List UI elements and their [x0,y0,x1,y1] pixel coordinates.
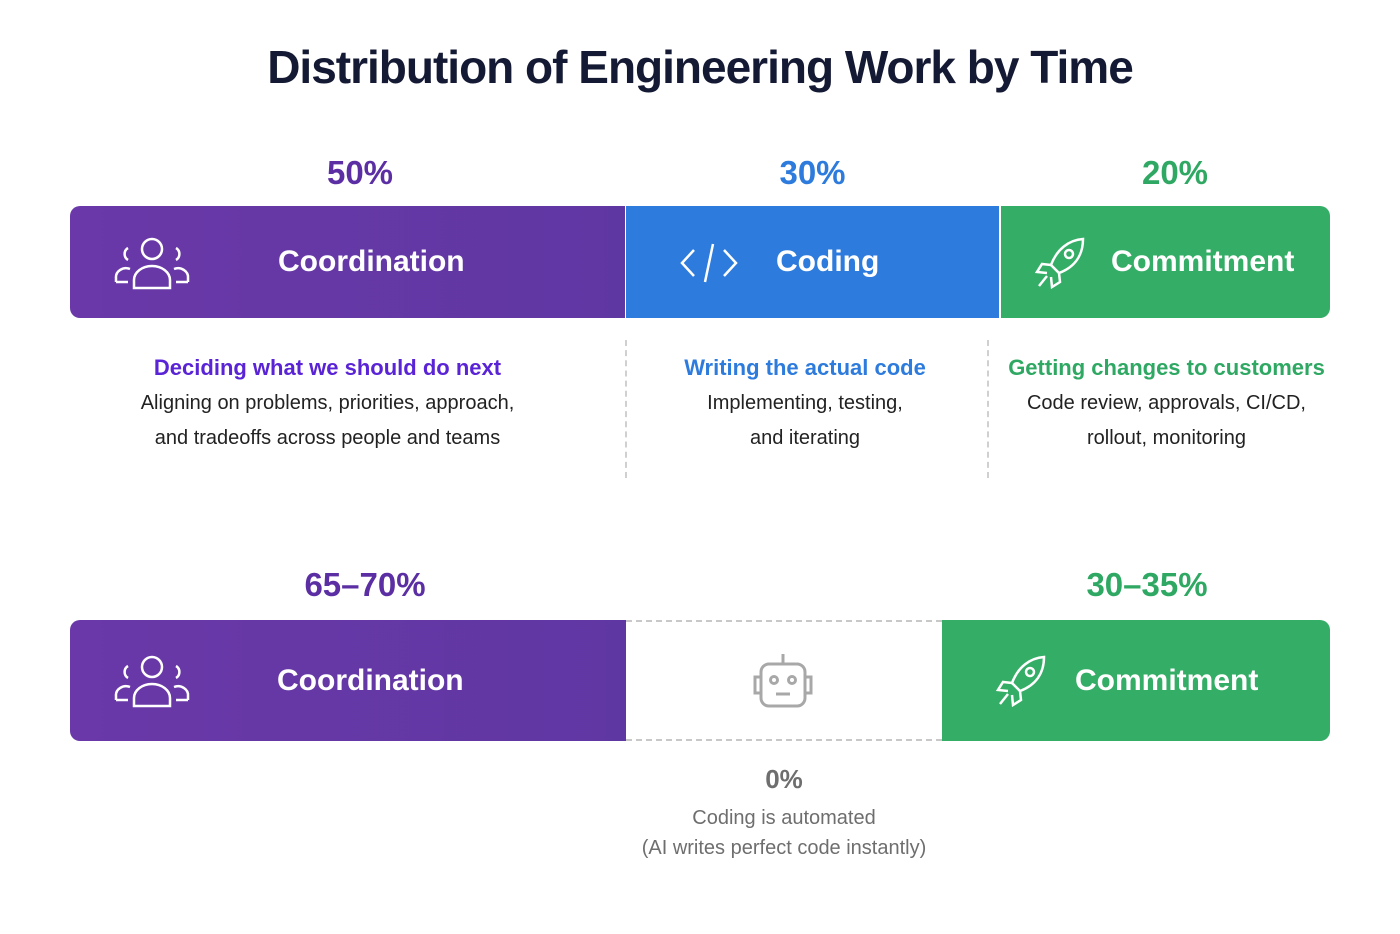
divider [625,340,627,478]
future-coding-percent: 0% [765,764,803,794]
coding-percent: 30% [779,154,846,191]
coordination-desc-line: Aligning on problems, priorities, approa… [140,392,515,414]
people-icon [114,237,190,290]
coordination-segment: Coordination [70,206,625,318]
commitment-label: Commitment [1111,245,1295,278]
commitment-subtitle: Getting changes to customers [1008,355,1325,380]
rocket-icon [995,655,1046,708]
commitment-desc-line: rollout, monitoring [1087,427,1246,449]
coordination-subtitle: Deciding what we should do next [153,355,502,380]
future-coordination-percent: 65–70% [304,566,426,603]
coordination-percent: 50% [326,154,394,191]
future-coding-note: 0% Coding is automated (AI writes perfec… [584,764,984,863]
commitment-segment: Commitment [1001,206,1330,318]
future-coordination-segment: Coordination [70,620,626,741]
robot-icon [753,654,813,708]
coding-subtitle: Writing the actual code [684,355,926,380]
coding-description: Writing the actual code Implementing, te… [640,355,970,456]
rocket-icon [1034,237,1085,290]
coding-label: Coding [776,245,880,278]
future-coordination-label: Coordination [277,663,464,697]
future-commitment-segment: Commitment [942,620,1330,741]
future-coding-segment [626,620,942,741]
coordination-desc-line: and tradeoffs across people and teams [154,427,501,449]
future-commitment-label: Commitment [1075,663,1259,697]
commitment-percent: 20% [1141,154,1209,191]
commitment-description: Getting changes to customers Code review… [1000,355,1333,456]
page-title: Distribution of Engineering Work by Time [267,41,1134,93]
future-coding-note-line: Coding is automated [692,807,876,829]
future-coding-note-line: (AI writes perfect code instantly) [641,837,927,859]
coordination-label: Coordination [278,245,465,278]
coding-desc-line: Implementing, testing, [707,392,903,414]
coding-desc-line: and iterating [749,427,861,449]
people-icon [114,655,190,708]
future-commitment-percent: 30–35% [1086,566,1208,603]
commitment-desc-line: Code review, approvals, CI/CD, [1026,392,1306,414]
divider [987,340,989,478]
coordination-description: Deciding what we should do next Aligning… [70,355,585,456]
code-icon [680,243,738,283]
coding-segment: Coding [626,206,999,318]
